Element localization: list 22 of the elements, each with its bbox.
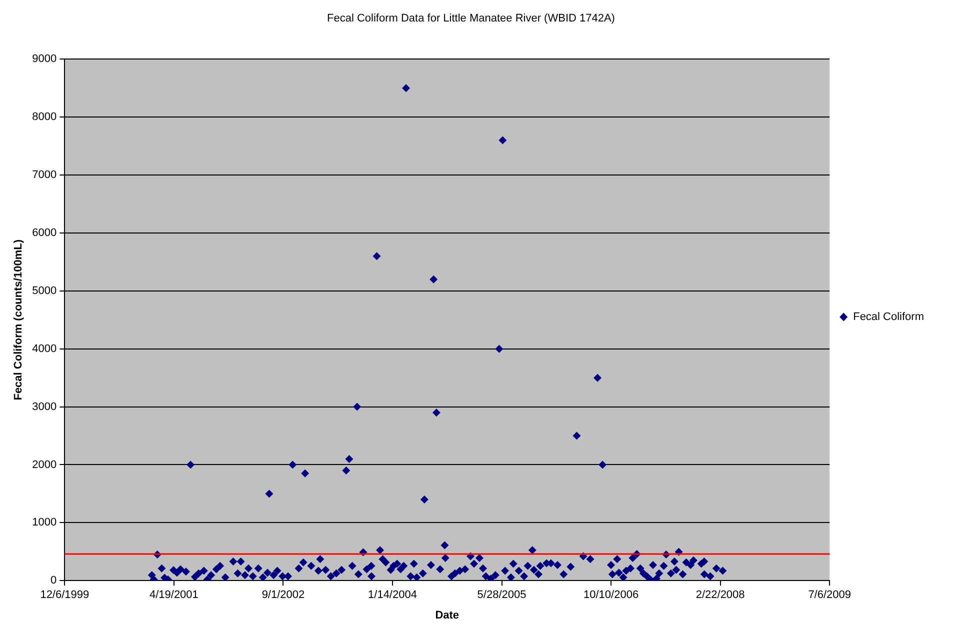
- y-tick-label: 8000: [32, 111, 57, 124]
- y-tick-label: 7000: [32, 169, 57, 182]
- x-tick-label: 1/14/2004: [368, 589, 417, 602]
- y-tick-label: 0: [50, 574, 57, 587]
- x-tick-label: 10/10/2006: [584, 589, 639, 602]
- x-tick-label: 2/22/2008: [696, 589, 745, 602]
- x-tick-label: 9/1/2002: [262, 589, 305, 602]
- y-tick-label: 1000: [32, 516, 57, 529]
- y-tick-label: 2000: [32, 458, 57, 471]
- y-tick-label: 4000: [32, 342, 57, 355]
- y-tick-label: 3000: [32, 400, 57, 413]
- x-tick-label: 4/19/2001: [149, 589, 198, 602]
- legend-label: Fecal Coliform: [853, 311, 924, 324]
- y-tick-label: 9000: [32, 53, 57, 66]
- x-tick-label: 7/6/2009: [808, 589, 852, 602]
- y-tick-label: 5000: [32, 284, 57, 297]
- x-tick-label: 5/28/2005: [477, 589, 526, 602]
- y-axis-title: Fecal Coliform (counts/100mL): [12, 239, 25, 400]
- x-axis-title: Date: [435, 609, 460, 622]
- y-tick-label: 6000: [32, 227, 57, 240]
- x-tick-label: 12/6/1999: [40, 589, 90, 602]
- chart-title: Fecal Coliform Data for Little Manatee River (WBID 1742A): [327, 12, 615, 25]
